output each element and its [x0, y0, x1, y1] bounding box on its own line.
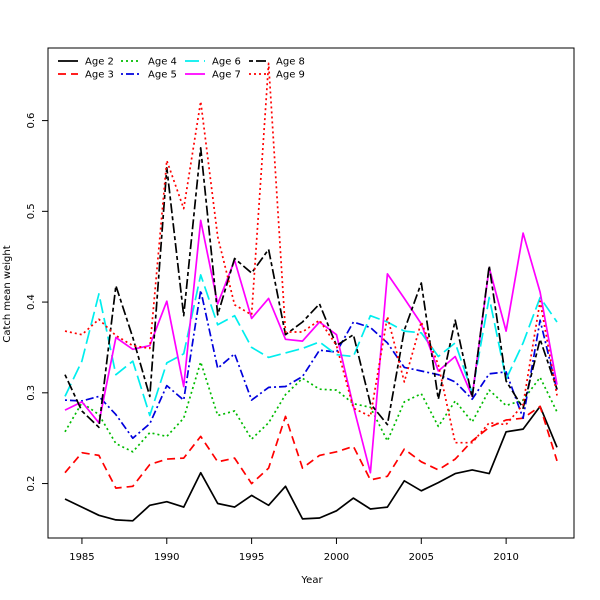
legend-label: Age 2	[85, 57, 114, 68]
y-tick-label: 0.4	[26, 294, 37, 310]
legend-label: Age 9	[276, 70, 305, 81]
series-line-age-8	[64, 146, 558, 429]
series-line-age-2	[64, 405, 558, 522]
legend-label: Age 3	[85, 70, 114, 81]
x-tick-label: 1990	[154, 552, 179, 563]
legend-label: Age 6	[212, 57, 241, 68]
x-tick-label: 1985	[69, 552, 94, 563]
x-axis-title: Year	[300, 575, 323, 586]
series-line-age-5	[64, 289, 558, 440]
y-tick-label: 0.3	[26, 385, 37, 401]
y-tick-label: 0.2	[26, 476, 37, 492]
legend: Age 2 Age 3 Age 4 Age 5 Age 6 Age 7 Age 8 Age 9	[58, 57, 305, 81]
x-tick-label: 2005	[409, 552, 434, 563]
axes-layer: 1985 1990 1995 2000 2005 2010 0.2 0.3 0.4 0.5 0.6	[26, 47, 575, 563]
series-line-age-7	[64, 219, 558, 474]
y-axis-title: Catch mean weight	[2, 245, 13, 342]
y-tick-label: 0.5	[26, 203, 37, 219]
legend-label: Age 7	[212, 70, 241, 81]
x-tick-label: 1995	[239, 552, 264, 563]
legend-label: Age 8	[276, 57, 305, 68]
legend-label: Age 4	[148, 57, 177, 68]
x-tick-label: 2000	[324, 552, 349, 563]
series-line-age-3	[64, 405, 558, 489]
legend-label: Age 5	[148, 70, 177, 81]
series-line-age-6	[64, 274, 558, 417]
y-tick-label: 0.6	[26, 113, 37, 129]
series-layer	[64, 62, 558, 522]
series-line-age-4	[64, 361, 558, 453]
plot-frame	[47, 47, 575, 539]
series-line-age-9	[64, 62, 558, 444]
x-tick-label: 2010	[493, 552, 518, 563]
